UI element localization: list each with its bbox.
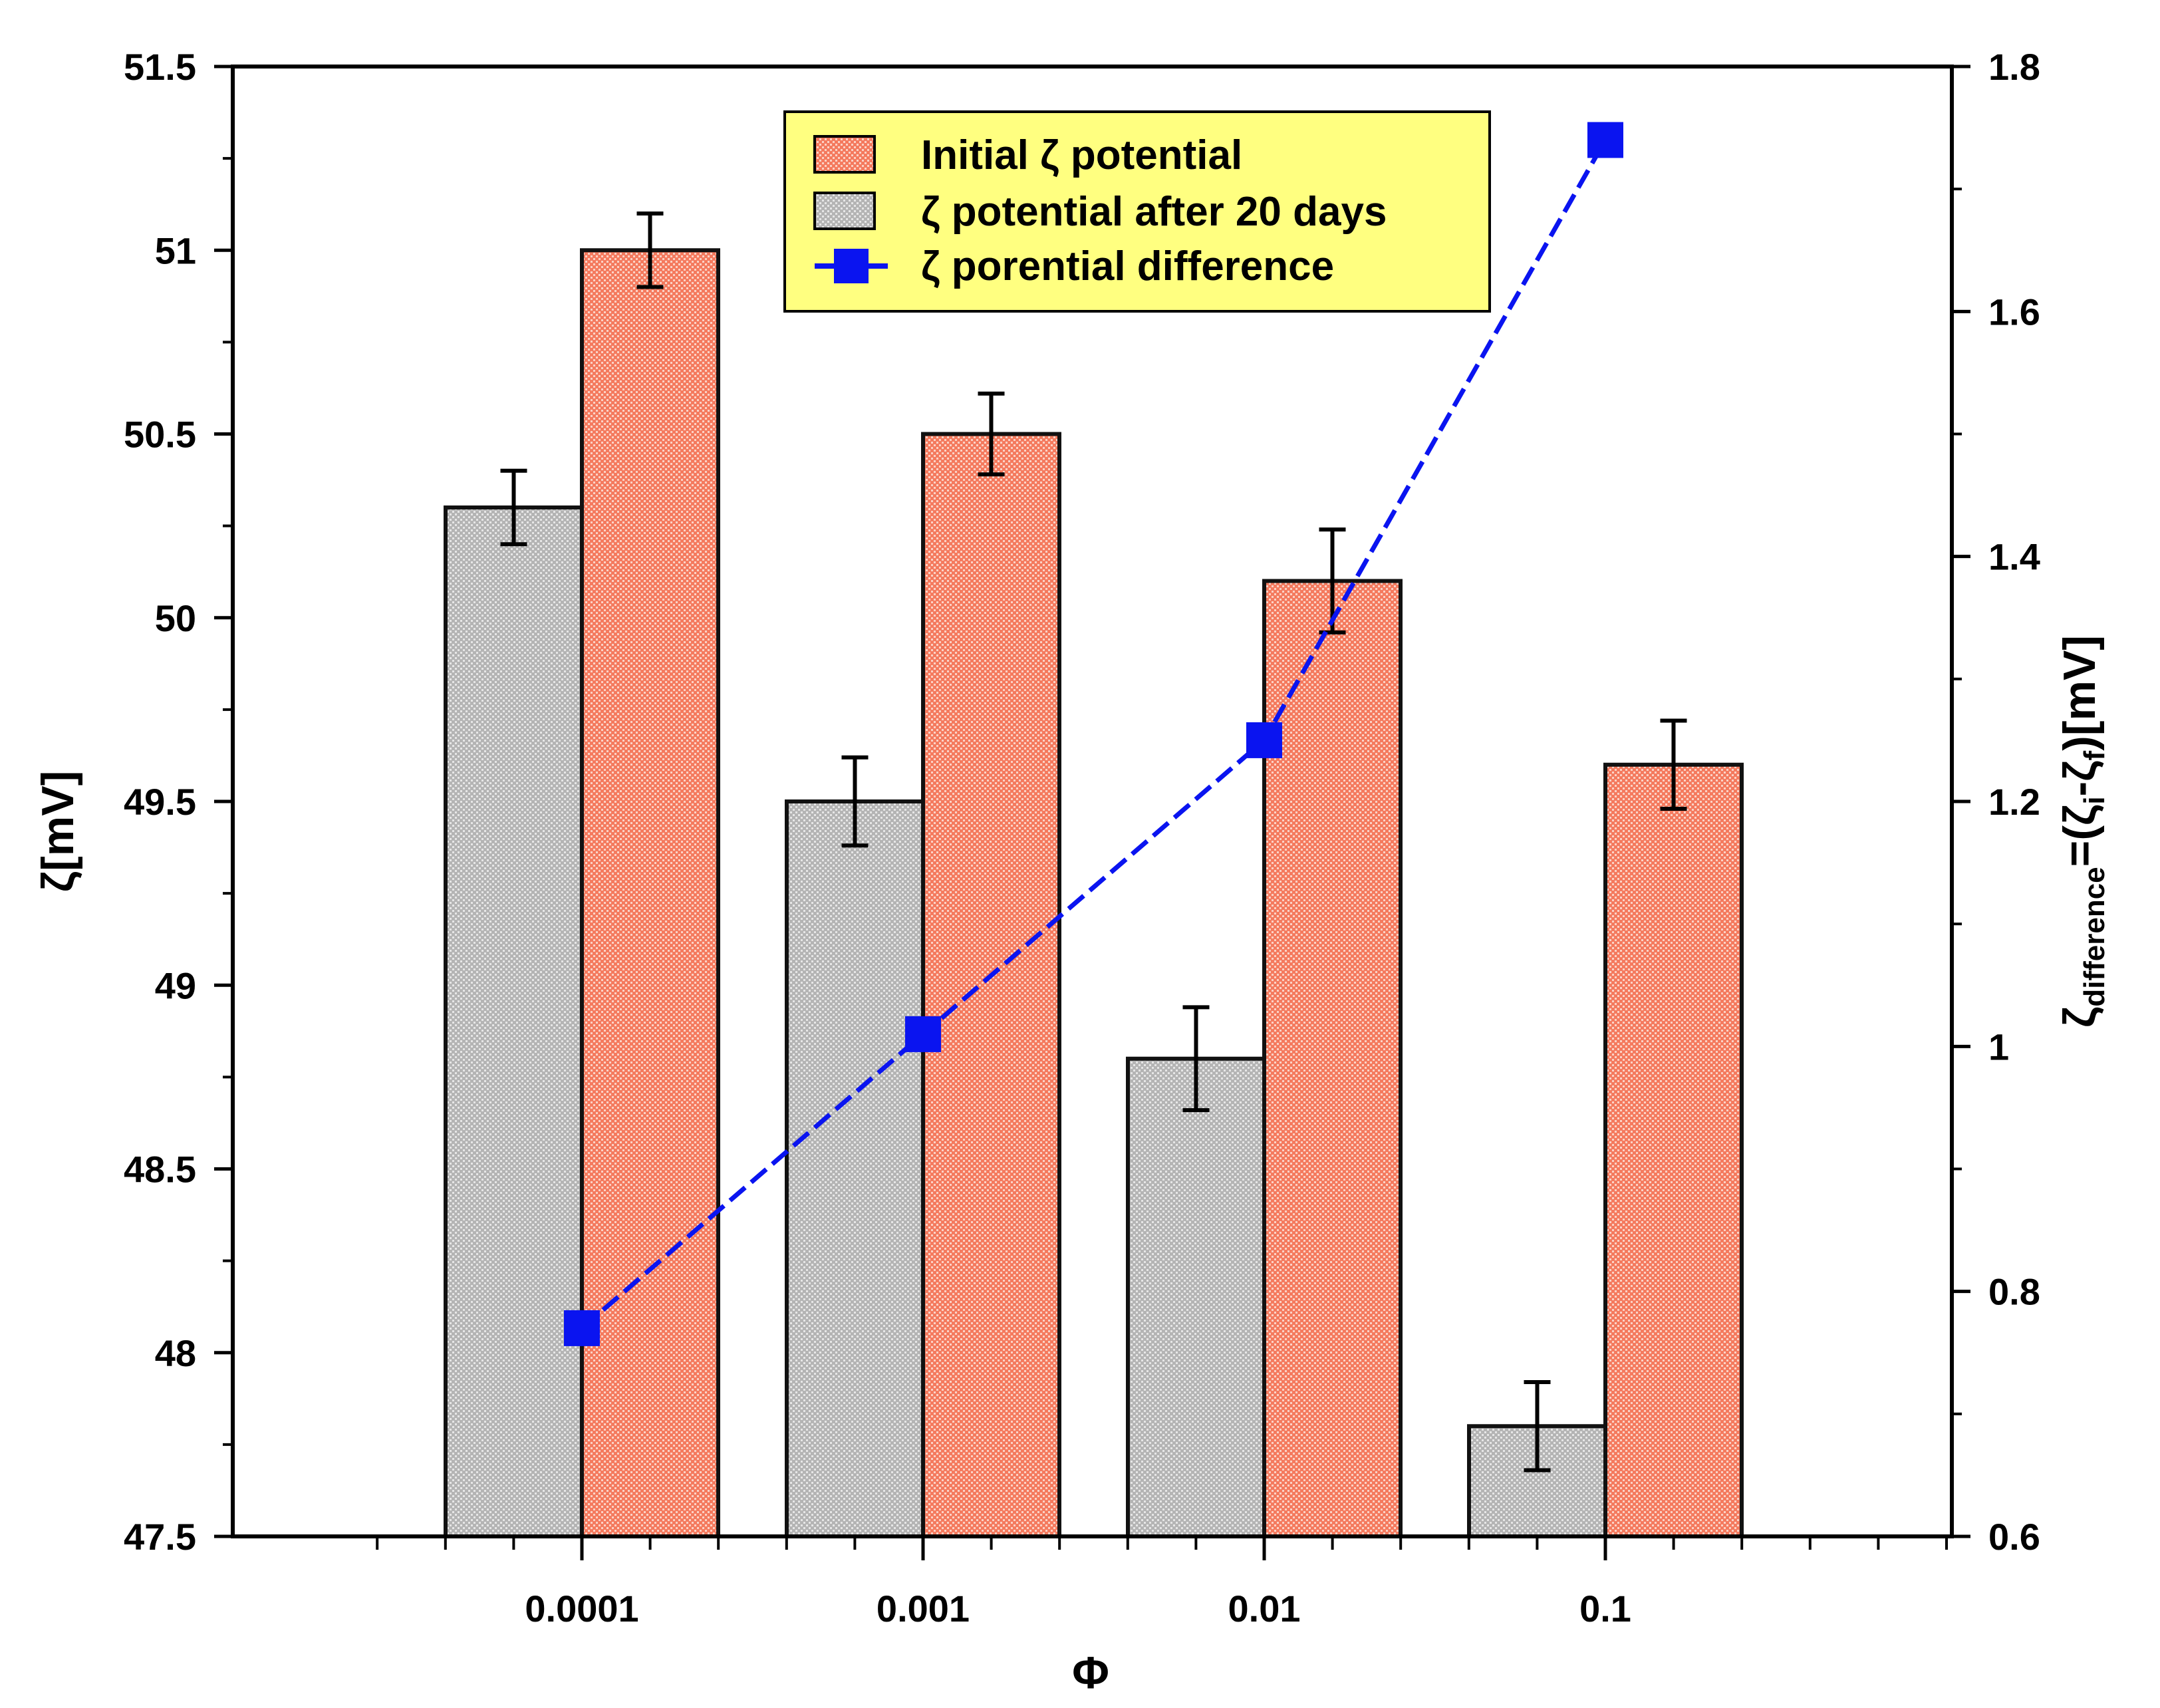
- difference-line-layer: [564, 122, 1623, 1346]
- error-initial-0: [636, 212, 664, 289]
- legend-swatch-initial: [813, 135, 876, 174]
- bar-initial-2: [1262, 579, 1403, 1538]
- difference-marker-0: [564, 1310, 600, 1346]
- right-tick-label-3: 1.2: [1988, 781, 2040, 823]
- bar-after-20-days-2: [1126, 1056, 1266, 1538]
- difference-line: [580, 138, 1608, 1330]
- right-tick-label-1: 0.8: [1988, 1271, 2040, 1313]
- bar-after-20-days-1: [785, 799, 925, 1538]
- x-tick-label-3: 0.1: [1579, 1588, 1631, 1630]
- left-tick-label-2: 48.5: [124, 1149, 196, 1191]
- y2-title-sub3: f: [2078, 750, 2111, 760]
- left-tick-label-5: 50: [155, 597, 196, 639]
- left-tick-label-7: 51: [155, 229, 196, 271]
- x-tick-label-0: 0.0001: [525, 1588, 638, 1630]
- x-tick-label-2: 0.01: [1228, 1588, 1301, 1630]
- legend-swatch-after-20-days: [813, 192, 876, 230]
- left-tick-label-4: 49.5: [124, 781, 196, 823]
- x-tick-label-1: 0.001: [877, 1588, 970, 1630]
- right-y-axis-title: ζdifference=(ζi-ζf)[mV]: [2054, 635, 2111, 1028]
- x-axis-title: Φ: [1072, 1647, 1109, 1698]
- bar-initial-1: [921, 432, 1061, 1538]
- right-tick-label-0: 0.6: [1988, 1516, 2040, 1558]
- legend-box: [783, 110, 1491, 313]
- error-initial-3: [1660, 718, 1687, 811]
- legend-marker-difference: [834, 249, 869, 283]
- bar-initial-3: [1603, 762, 1744, 1538]
- left-tick-label-0: 47.5: [124, 1516, 196, 1558]
- y2-title-base: ζ: [2054, 1007, 2105, 1028]
- legend: Initial ζ potential ζ potential after 20…: [783, 110, 1491, 313]
- right-tick-label-5: 1.6: [1988, 291, 2040, 333]
- bar-initial-0: [580, 248, 720, 1538]
- left-y-axis: 47.5 48 48.5 49 49.5 50 50.5 51 51.5: [124, 46, 233, 1558]
- left-tick-label-6: 50.5: [124, 414, 196, 456]
- x-axis: 0.0001 0.001 0.01 0.1: [376, 1536, 1948, 1630]
- right-tick-label-4: 1.4: [1988, 536, 2040, 578]
- left-y-axis-title: ζ[mV]: [33, 771, 83, 892]
- difference-marker-2: [1246, 722, 1282, 758]
- y2-title-end: )[mV]: [2054, 635, 2105, 751]
- left-tick-label-8: 51.5: [124, 46, 196, 88]
- error-after-20-days-3: [1524, 1379, 1551, 1473]
- legend-label-after-20-days: ζ potential after 20 days: [921, 189, 1387, 235]
- error-initial-1: [978, 391, 1005, 477]
- legend-label-initial: Initial ζ potential: [921, 132, 1242, 178]
- y2-title-sub1: difference: [2078, 867, 2111, 1006]
- error-after-20-days-2: [1182, 1005, 1210, 1113]
- difference-marker-1: [905, 1016, 941, 1052]
- left-tick-label-3: 49: [155, 964, 196, 1006]
- error-after-20-days-1: [841, 755, 869, 848]
- right-tick-label-2: 1: [1988, 1026, 2009, 1068]
- error-after-20-days-0: [500, 468, 527, 547]
- right-y-axis: 0.6 0.8 1 1.2 1.4 1.6 1.8: [1952, 46, 2040, 1558]
- right-tick-label-6: 1.8: [1988, 46, 2040, 88]
- legend-label-difference: ζ porential difference: [921, 243, 1334, 289]
- y2-title-sub2: i: [2078, 796, 2111, 804]
- bar-after-20-days-0: [444, 505, 584, 1538]
- left-tick-label-1: 48: [155, 1332, 196, 1374]
- y2-title-dash: -ζ: [2054, 760, 2105, 796]
- bars-layer: [444, 248, 1744, 1538]
- difference-marker-3: [1587, 122, 1623, 158]
- y2-title-mid: =(ζ: [2054, 805, 2105, 867]
- error-bars-layer: [500, 212, 1687, 1473]
